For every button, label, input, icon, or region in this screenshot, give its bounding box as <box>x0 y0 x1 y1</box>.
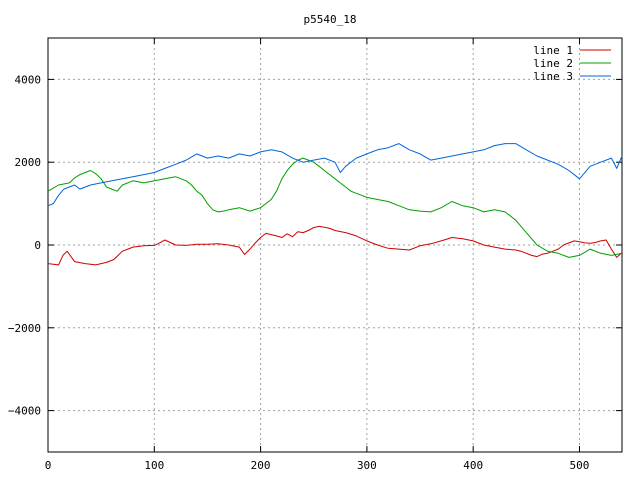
x-tick-label: 200 <box>251 459 271 472</box>
x-tick-label: 400 <box>463 459 483 472</box>
x-tick-label: 100 <box>144 459 164 472</box>
grid-lines <box>48 38 622 452</box>
series-line-3 <box>47 143 623 207</box>
x-tick-label: 0 <box>45 459 52 472</box>
legend-label-2: line 2 <box>533 57 573 70</box>
y-tick-label: 2000 <box>15 156 42 169</box>
legend-label-1: line 1 <box>533 44 573 57</box>
y-tick-label: −4000 <box>8 405 41 418</box>
y-tick-label: 0 <box>34 239 41 252</box>
y-tick-label: 4000 <box>15 73 42 86</box>
x-tick-label: 500 <box>570 459 590 472</box>
series-lines <box>47 143 623 266</box>
chart-title: p5540_18 <box>304 13 357 26</box>
x-tick-label: 300 <box>357 459 377 472</box>
y-tick-label: −2000 <box>8 322 41 335</box>
series-line-1 <box>47 225 623 266</box>
axis-ticks: 0 100 200 300 400 500 −4000 −2000 0 2000 4000 <box>8 38 622 472</box>
legend-label-3: line 3 <box>533 70 573 83</box>
series-line-2 <box>47 157 623 258</box>
